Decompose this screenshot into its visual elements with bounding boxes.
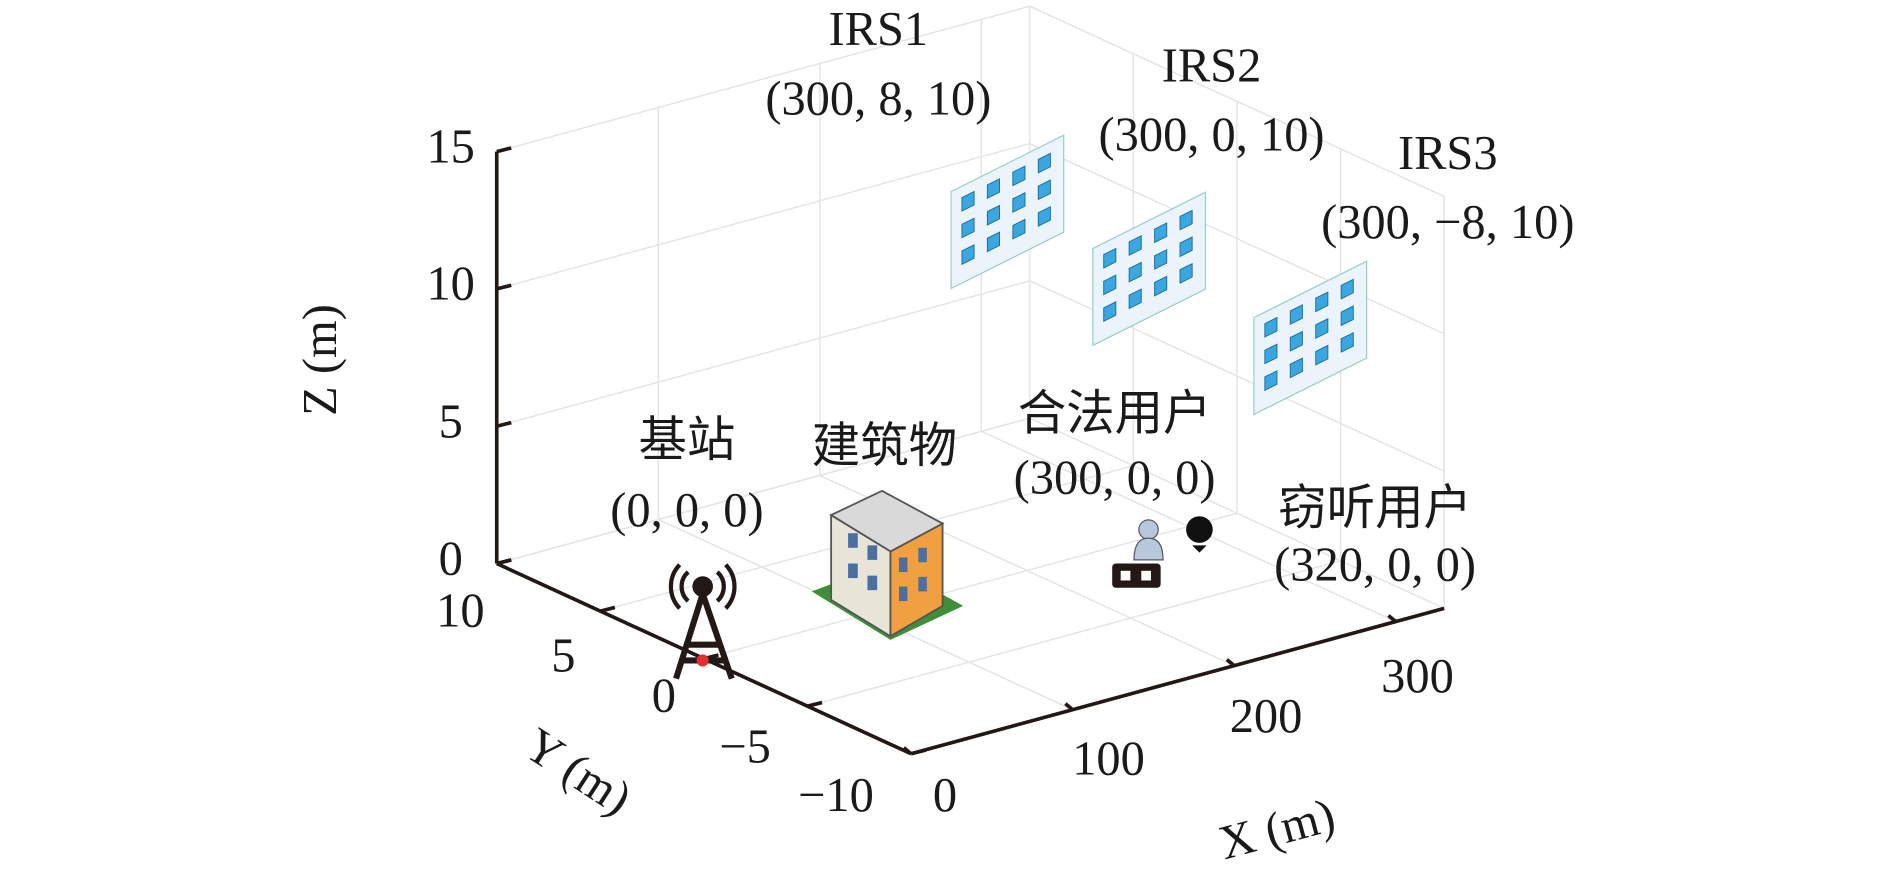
z-tick-label: 5 [439, 396, 463, 449]
grid-line [496, 142, 1030, 290]
irs-element [1264, 316, 1278, 338]
building-icon [811, 489, 964, 640]
node-coords: (300, 8, 10) [765, 72, 991, 125]
labels: IRS1 (300, 8, 10) IRS2 (300, 0, 10) IRS3… [294, 3, 1575, 869]
irs-element [1264, 370, 1278, 392]
x-axis-label: X (m) [1214, 789, 1341, 869]
irs-element [1103, 274, 1117, 296]
irs-element [1154, 275, 1168, 297]
x-tick-label: 100 [1072, 733, 1145, 786]
y-tick-label: 5 [551, 630, 575, 683]
node-label: 窃听用户 [1278, 482, 1472, 535]
grid-line [1029, 142, 1445, 335]
irs-element [1179, 236, 1193, 258]
x-tick-label: 200 [1230, 690, 1303, 743]
axis-line [496, 146, 512, 154]
irs-board [950, 134, 1065, 290]
axis-line [1387, 614, 1397, 623]
axis-line [599, 605, 616, 613]
axis-line [496, 283, 512, 291]
node-coords: (300, 0, 10) [1098, 109, 1324, 162]
base-station-icon [668, 563, 737, 680]
node-coords: (320, 0, 0) [1274, 539, 1476, 592]
grid-line [1029, 417, 1445, 610]
irs-element [1179, 209, 1193, 231]
node-coords: (0, 0, 0) [610, 484, 763, 537]
z-axis-label: Z (m) [294, 304, 347, 416]
irs-element [1264, 343, 1278, 365]
node-label: 建筑物 [812, 420, 957, 473]
irs-element [1315, 291, 1329, 313]
irs-panel [1092, 191, 1207, 347]
irs-element [961, 244, 975, 266]
irs-element [1103, 301, 1117, 323]
node-label: IRS1 [829, 3, 929, 56]
irs-panel [1253, 260, 1368, 416]
irs-element [1340, 305, 1354, 327]
legit-user-icon [1112, 519, 1164, 588]
axis-line [1225, 658, 1236, 668]
irs-panel [950, 134, 1065, 290]
irs-board [1253, 260, 1368, 416]
irs-element [1037, 152, 1051, 174]
node-coords: (300, −8, 10) [1321, 196, 1574, 249]
irs-element [1154, 248, 1168, 270]
irs-element [1289, 304, 1303, 326]
eavesdropper-icon [1186, 516, 1213, 553]
irs-element [1128, 261, 1142, 283]
irs-element [1154, 222, 1168, 244]
objects [668, 134, 1368, 680]
z-tick-label: 10 [426, 258, 474, 311]
z-tick-label: 0 [439, 533, 463, 586]
grid-line [496, 5, 1030, 153]
irs-element [986, 178, 1001, 200]
irs-element [1128, 235, 1142, 256]
irs-board [1092, 191, 1207, 347]
y-tick-label: −5 [719, 720, 771, 773]
irs-element [986, 231, 1001, 253]
y-tick-label: 10 [436, 585, 484, 638]
irs-element [1340, 278, 1354, 300]
x-tick-label: 0 [933, 769, 957, 822]
irs-element [1179, 262, 1193, 284]
irs-element [986, 204, 1001, 226]
irs-element [961, 190, 975, 212]
grid-line [496, 417, 1030, 565]
y-axis-label: Y (m) [515, 718, 641, 825]
grid-line [1029, 5, 1445, 198]
x-tick-label: 300 [1381, 650, 1454, 703]
irs-element [1315, 318, 1329, 339]
irs-element [1289, 357, 1303, 379]
node-label: 基站 [638, 414, 735, 467]
axis-line [496, 558, 512, 566]
node-label: IRS2 [1162, 40, 1262, 93]
irs-element [1012, 192, 1026, 213]
irs-element [1037, 205, 1051, 227]
irs-element [1128, 288, 1142, 310]
node-label: IRS3 [1398, 127, 1498, 180]
irs-element [1315, 344, 1329, 366]
axis-line [902, 746, 913, 756]
grid-line [807, 560, 1341, 707]
z-tick-label: 15 [426, 121, 474, 174]
irs-element [1012, 165, 1026, 187]
node-coords: (300, 0, 0) [1014, 451, 1216, 504]
axis-line [1064, 702, 1074, 712]
irs-element [1289, 330, 1303, 352]
irs-element [961, 217, 975, 239]
axis-line [910, 748, 927, 756]
axis-line [910, 606, 1445, 756]
axis-line [807, 700, 823, 708]
y-tick-label: 0 [652, 670, 676, 723]
irs-element [1340, 331, 1354, 353]
irs-element [1012, 218, 1026, 240]
axis-line [496, 420, 512, 428]
y-tick-label: −10 [798, 769, 874, 822]
irs-element [1103, 247, 1117, 269]
irs-element [1037, 179, 1051, 201]
node-label: 合法用户 [1018, 387, 1212, 440]
grid-line [496, 280, 1030, 427]
